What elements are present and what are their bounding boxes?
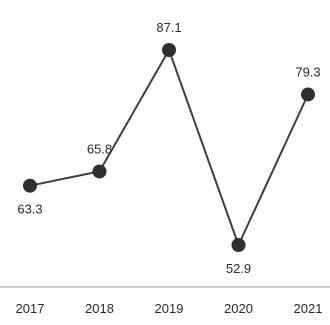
data-label: 52.9 (226, 261, 251, 276)
x-tick-label: 2019 (155, 301, 184, 316)
data-point (231, 238, 246, 252)
x-tick-label: 2020 (224, 301, 253, 316)
data-label: 65.8 (87, 141, 112, 156)
x-tick-label: 2018 (85, 301, 114, 316)
x-tick-label: 2021 (294, 301, 323, 316)
data-label: 87.1 (156, 20, 181, 35)
data-point (301, 87, 315, 102)
data-point (92, 164, 107, 179)
x-tick-label: 2017 (16, 301, 45, 316)
data-label: 79.3 (295, 64, 320, 79)
series-line (29, 49, 309, 246)
series-group: 63.3 65.8 87.1 52.9 79.3 (17, 20, 320, 276)
data-point (162, 43, 176, 57)
data-label: 63.3 (17, 202, 42, 217)
x-tick-labels: 2017 2018 2019 2020 2021 (16, 301, 323, 316)
data-point (23, 178, 37, 193)
